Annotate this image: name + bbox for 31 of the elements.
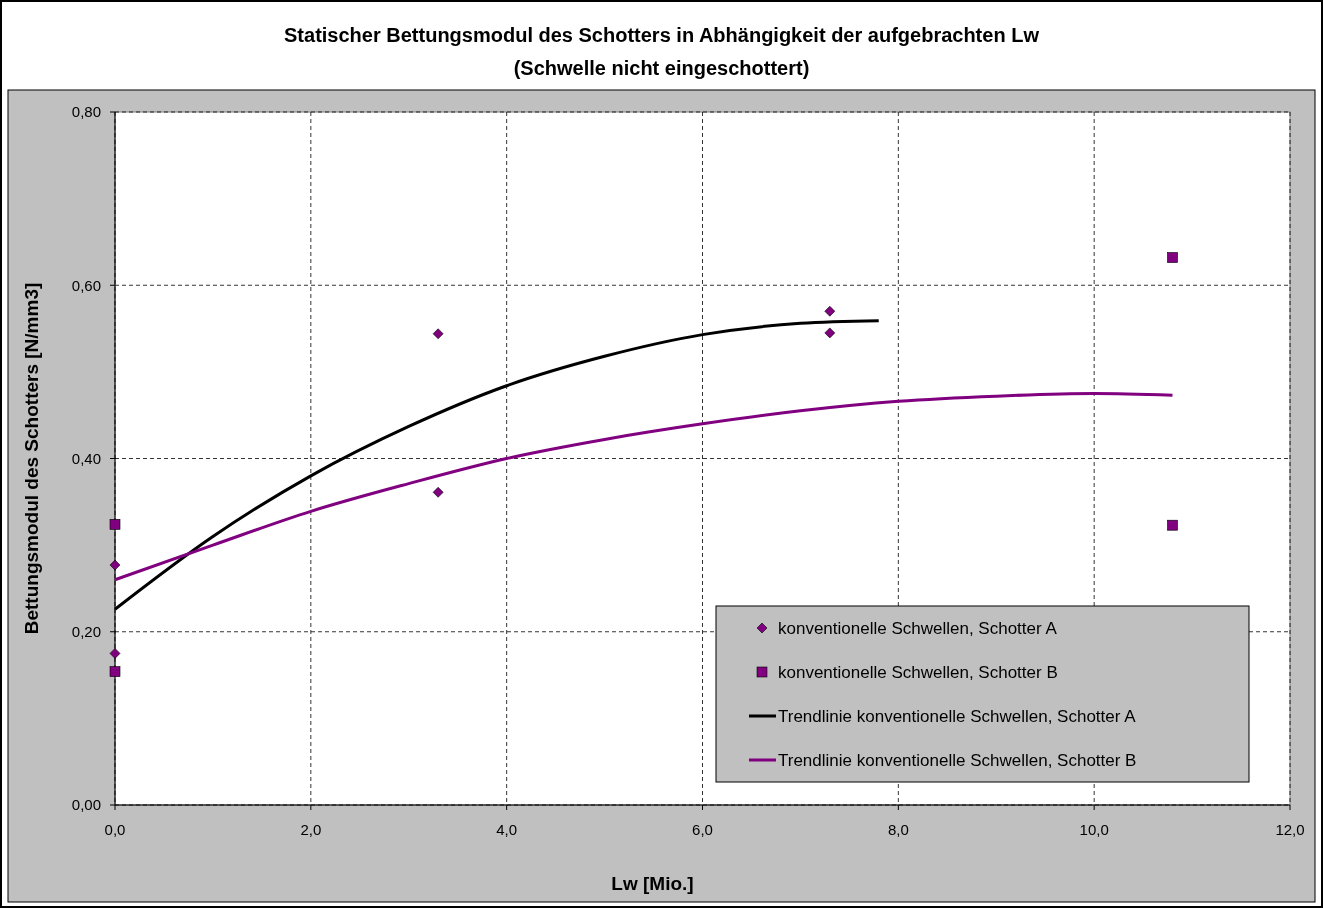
point — [1167, 252, 1178, 263]
y-tick-label: 0,60 — [71, 276, 101, 294]
y-tick-label: 0,20 — [71, 623, 101, 640]
x-tick-label: 12,0 — [1275, 821, 1305, 838]
x-tick-label: 6,0 — [692, 821, 713, 838]
chart-title: Statischer Bettungsmodul des Schotters in Abhängigkeit der aufgebrachten Lw — [284, 24, 1040, 46]
chart-subtitle: (Schwelle nicht eingeschottert) — [513, 57, 810, 79]
point — [824, 305, 836, 317]
x-tick-label: 4,0 — [496, 821, 518, 838]
point — [109, 648, 121, 659]
y-tick-label: 0,40 — [71, 449, 101, 467]
legend-label: Trendlinie konventionelle Schwellen, Schotter A — [778, 706, 1137, 726]
y-tick-label: 0,00 — [71, 796, 101, 814]
legend-label: Trendlinie konventionelle Schwellen, Schotter B — [778, 750, 1137, 770]
y-axis-title: Bettungsmodul des Schotters [N/mm3] — [21, 282, 42, 635]
point — [109, 559, 121, 571]
point — [1167, 519, 1178, 531]
point — [432, 328, 444, 340]
point — [109, 666, 121, 677]
point — [432, 486, 444, 498]
legend-label: konventionelle Schwellen, Schotter B — [778, 662, 1058, 682]
legend-label: konventionelle Schwellen, Schotter A — [778, 618, 1058, 638]
point — [109, 519, 121, 530]
y-tick-label: 0,80 — [71, 103, 101, 121]
x-tick-label: 2,0 — [300, 821, 322, 838]
x-axis-title: Lw [Mio.] — [611, 873, 694, 894]
line-series — [113, 392, 1174, 582]
x-tick-label: 10,0 — [1079, 821, 1109, 838]
x-tick-label: 0,0 — [104, 821, 126, 838]
x-tick-label: 8,0 — [887, 821, 909, 838]
point — [824, 327, 836, 339]
